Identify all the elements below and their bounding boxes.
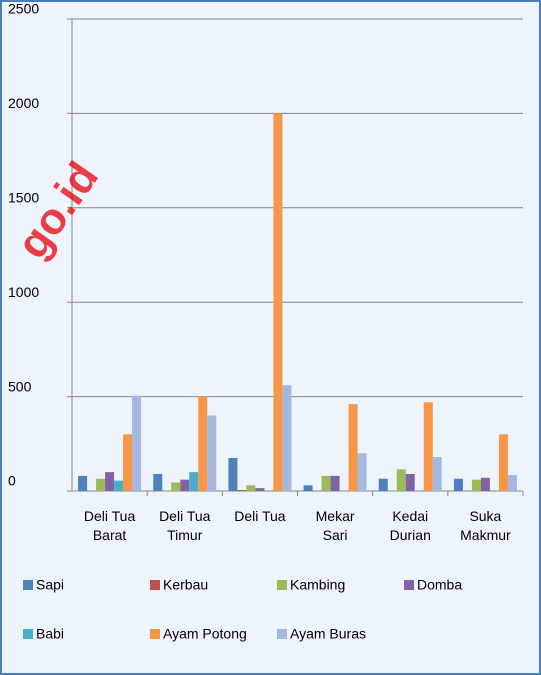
legend-label: Babi bbox=[36, 626, 64, 642]
legend-swatch bbox=[150, 580, 160, 590]
bar bbox=[198, 396, 208, 491]
bar bbox=[180, 479, 190, 491]
legend-swatch bbox=[404, 580, 414, 590]
bar bbox=[105, 472, 115, 491]
bar bbox=[357, 453, 367, 491]
bar bbox=[255, 488, 265, 491]
legend-swatch bbox=[277, 580, 287, 590]
legend-swatch bbox=[277, 629, 287, 639]
x-tick-label: Deli Tua bbox=[234, 508, 286, 524]
y-tick-label: 2000 bbox=[8, 95, 39, 111]
x-tick-label: Suka Makmur bbox=[460, 508, 511, 543]
bar bbox=[303, 485, 313, 491]
x-tick-label: Deli Tua Timur bbox=[159, 508, 211, 543]
legend-label: Kambing bbox=[290, 577, 345, 593]
bar bbox=[423, 402, 433, 491]
legend-label: Domba bbox=[417, 577, 462, 593]
legend-label: Sapi bbox=[36, 577, 64, 593]
y-tick-label: 1000 bbox=[8, 284, 39, 300]
bar bbox=[321, 475, 331, 491]
y-tick-label: 2500 bbox=[8, 1, 39, 17]
bar bbox=[228, 457, 238, 491]
legend-label: Kerbau bbox=[163, 577, 208, 593]
x-tick-label: Deli Tua Barat bbox=[83, 508, 136, 543]
y-tick-label: 1500 bbox=[8, 190, 39, 206]
x-tick-label: Kedai Durian bbox=[389, 508, 431, 543]
bar bbox=[378, 478, 388, 491]
bar bbox=[123, 434, 133, 491]
bar bbox=[282, 385, 292, 491]
legend-label: Ayam Potong bbox=[163, 626, 247, 642]
bar bbox=[189, 472, 199, 491]
bar bbox=[132, 395, 142, 491]
bar bbox=[453, 478, 463, 491]
bar bbox=[96, 478, 106, 491]
bar bbox=[171, 482, 181, 491]
bar bbox=[237, 490, 247, 491]
bar bbox=[348, 404, 358, 491]
bar bbox=[405, 474, 415, 491]
x-tick-label: Mekar Sari bbox=[315, 508, 355, 543]
bar bbox=[498, 434, 508, 491]
bar bbox=[507, 474, 517, 491]
legend-swatch bbox=[150, 629, 160, 639]
bar bbox=[78, 475, 88, 491]
legend-swatch bbox=[23, 580, 33, 590]
bar bbox=[432, 457, 442, 491]
bar bbox=[207, 415, 217, 491]
bar bbox=[273, 113, 283, 492]
bar bbox=[153, 474, 163, 491]
bar bbox=[480, 477, 490, 491]
bar bbox=[114, 480, 124, 491]
y-tick-label: 0 bbox=[8, 473, 16, 489]
legend-label: Ayam Buras bbox=[290, 626, 366, 642]
bar bbox=[330, 475, 340, 491]
bar bbox=[471, 479, 481, 491]
bar bbox=[396, 469, 406, 491]
legend-swatch bbox=[23, 629, 33, 639]
y-tick-label: 500 bbox=[8, 378, 32, 394]
bar bbox=[246, 485, 256, 491]
watermark: go.id bbox=[8, 153, 108, 267]
